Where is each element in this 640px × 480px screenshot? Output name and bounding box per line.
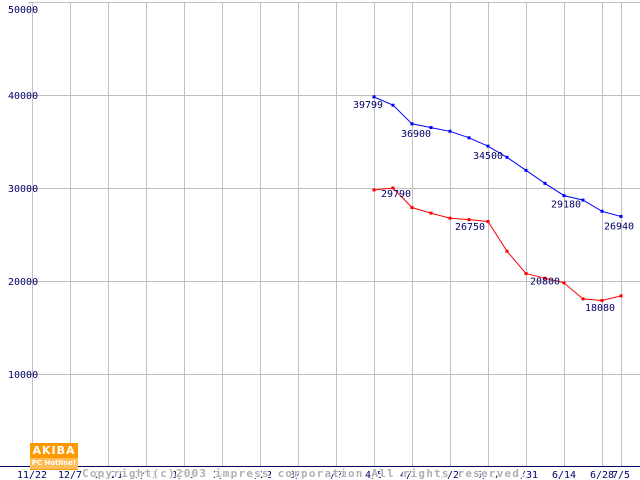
blue-price-series-value-label: 29180 — [551, 200, 581, 211]
red-price-series-value-label: 18080 — [585, 303, 615, 314]
x-axis-tick-label: 1/25 — [172, 470, 196, 480]
blue-price-series-marker — [619, 214, 623, 218]
red-price-series-marker — [619, 294, 623, 298]
x-axis-tick-label: 3/8 — [289, 470, 307, 480]
footer-copyright: Copyright(c)2003 impress corporation All… — [82, 439, 528, 480]
y-axis-tick-label: 40000 — [8, 91, 38, 102]
red-price-series-marker — [505, 249, 509, 253]
x-axis-tick-label: 6/28 — [590, 470, 614, 480]
blue-price-series-marker — [486, 144, 490, 148]
red-price-series-marker — [524, 272, 528, 276]
copyright-line: Copyright(c)2003 impress corporation All… — [82, 467, 528, 480]
blue-price-series-marker — [467, 136, 471, 140]
blue-price-series-value-label: 36900 — [401, 129, 431, 140]
red-price-series-marker — [448, 216, 452, 220]
red-price-series-marker — [467, 218, 471, 222]
blue-price-series-value-label: 34500 — [473, 151, 503, 162]
x-axis-tick-label: 5/31 — [514, 470, 538, 480]
red-price-series-marker — [429, 211, 433, 215]
x-axis-tick-label: 12/21 — [93, 470, 123, 480]
red-price-series-line — [373, 187, 622, 302]
blue-price-series-marker — [562, 194, 566, 198]
x-axis-tick-label: 3/21 — [324, 470, 348, 480]
x-axis-tick-label: 2/22 — [248, 470, 272, 480]
blue-price-series-marker — [429, 126, 433, 130]
red-price-series-value-label: 20800 — [530, 277, 560, 288]
red-price-series-value-label: 26750 — [455, 222, 485, 233]
red-price-series-marker — [543, 276, 547, 280]
blue-price-series-value-label: 39799 — [353, 100, 383, 111]
x-axis-tick-label: 4/5 — [365, 470, 383, 480]
y-axis-tick-label: 30000 — [8, 184, 38, 195]
x-axis-tick-label: 11/22 — [17, 470, 47, 480]
logo-akiba-text: AKIBA — [32, 444, 76, 457]
y-axis-tick-label: 20000 — [8, 277, 38, 288]
x-axis-tick-label: 5/17 — [476, 470, 500, 480]
blue-price-series-marker — [581, 198, 585, 202]
x-axis-tick-label: 4/19 — [400, 470, 424, 480]
y-axis-tick-label: 50000 — [8, 5, 38, 16]
blue-price-series-value-label: 26940 — [604, 221, 634, 232]
blue-price-series-marker — [543, 181, 547, 185]
blue-price-series-marker — [391, 103, 395, 107]
blue-price-series-marker — [524, 168, 528, 172]
blue-price-series-line — [373, 96, 622, 217]
x-axis-tick-label: 12/7 — [58, 470, 82, 480]
red-price-series-marker — [581, 297, 585, 301]
blue-price-series-marker — [600, 209, 604, 213]
red-price-series-marker — [600, 299, 604, 303]
x-axis-tick-label: 1/11 — [134, 470, 158, 480]
x-axis-tick-label: 6/14 — [552, 470, 576, 480]
x-axis-tick-label: 7/5 — [612, 470, 630, 480]
logo-pc-hotline-text: PC Hotline! — [30, 458, 78, 469]
y-axis-tick-label: 10000 — [8, 370, 38, 381]
blue-price-series-marker — [372, 95, 376, 99]
red-price-series-marker — [562, 281, 566, 285]
red-price-series-marker — [372, 188, 376, 192]
red-price-series-marker — [391, 186, 395, 190]
red-price-series-marker — [486, 219, 490, 223]
blue-price-series-marker — [448, 129, 452, 133]
blue-price-series-marker — [410, 122, 414, 126]
red-price-series-marker — [410, 206, 414, 210]
x-axis-tick-label: 2/8 — [213, 470, 231, 480]
red-price-series-value-label: 29790 — [381, 189, 411, 200]
akiba-pc-hotline-logo: AKIBA PC Hotline! — [30, 443, 78, 470]
x-axis-tick-label: 5/2 — [441, 470, 459, 480]
blue-price-series-marker — [505, 155, 509, 159]
